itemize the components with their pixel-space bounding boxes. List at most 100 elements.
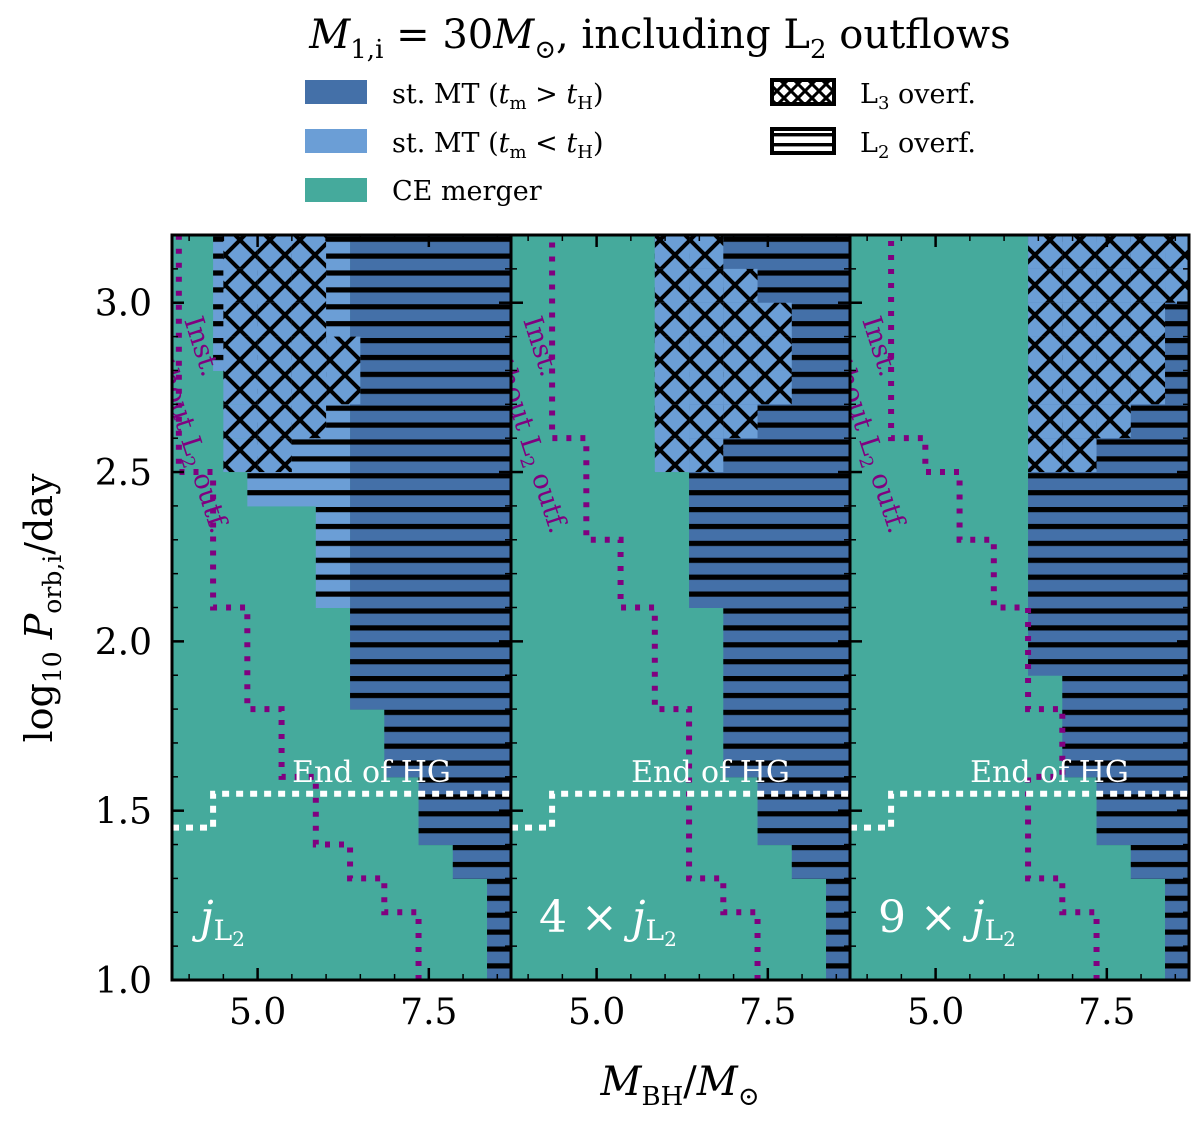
l2-hatch-cell bbox=[723, 675, 850, 710]
l3-hatch-cell bbox=[723, 302, 758, 337]
legend-label-l3: L3 overf. bbox=[860, 79, 976, 114]
l3-hatch-cell bbox=[1028, 268, 1063, 303]
l3-hatch-cell bbox=[654, 302, 690, 337]
x-tick-label: 5.0 bbox=[568, 992, 625, 1033]
l3-hatch-cell bbox=[1028, 302, 1063, 337]
l3-hatch-cell bbox=[1062, 268, 1097, 303]
legend-label-l2: L2 overf. bbox=[860, 128, 976, 163]
l3-hatch-cell bbox=[291, 404, 327, 439]
l3-hatch-cell bbox=[1096, 302, 1131, 337]
l2-hatch-cell bbox=[247, 472, 511, 507]
l2-hatch-cell bbox=[1028, 539, 1189, 575]
l3-hatch-cell bbox=[1130, 336, 1166, 371]
l2-hatch-cell bbox=[689, 573, 850, 608]
instability-contour bbox=[175, 235, 422, 980]
l3-hatch-cell bbox=[257, 438, 292, 473]
l3-hatch-cell bbox=[654, 235, 690, 269]
l2-hatch-cell bbox=[384, 709, 511, 744]
l3-hatch-cell bbox=[1096, 370, 1131, 405]
instability-contour bbox=[888, 235, 1100, 980]
l2-hatch-cell bbox=[1062, 742, 1189, 778]
l3-hatch-cell bbox=[723, 370, 758, 405]
y-tick-label: 3.0 bbox=[95, 284, 152, 325]
l3-hatch-cell bbox=[689, 268, 724, 303]
l2-hatch-cell bbox=[487, 878, 511, 913]
l3-hatch-cell bbox=[257, 235, 292, 269]
l3-hatch-cell bbox=[1165, 268, 1189, 303]
l3-hatch-cell bbox=[326, 336, 361, 371]
l2-hatch-cell bbox=[791, 844, 850, 879]
l3-hatch-cell bbox=[689, 370, 724, 405]
l3-hatch-cell bbox=[1062, 302, 1097, 337]
l3-hatch-cell bbox=[689, 302, 724, 337]
l3-hatch-cell bbox=[1165, 235, 1189, 269]
l3-hatch-cell bbox=[1062, 235, 1097, 269]
l3-hatch-cell bbox=[1130, 235, 1166, 269]
x-tick-label: 5.0 bbox=[229, 992, 286, 1033]
l2-hatch-cell bbox=[826, 912, 850, 947]
l3-hatch-cell bbox=[1130, 302, 1166, 337]
l3-hatch-cell bbox=[291, 268, 327, 303]
l2-hatch-cell bbox=[1165, 878, 1189, 913]
l2-hatch-cell bbox=[723, 709, 850, 744]
l3-hatch-cell bbox=[1062, 336, 1097, 371]
l2-hatch-cell bbox=[1062, 675, 1189, 710]
l3-hatch-cell bbox=[723, 404, 758, 439]
l2-hatch-cell bbox=[315, 539, 511, 575]
legend-swatch-stable-short bbox=[305, 129, 367, 153]
l3-hatch-cell bbox=[1096, 235, 1131, 269]
l3-hatch-cell bbox=[689, 438, 724, 473]
l2-hatch-cell bbox=[1165, 912, 1189, 947]
end-of-hg-label: End of HG bbox=[292, 755, 451, 790]
l3-hatch-cell bbox=[1096, 336, 1131, 371]
l3-hatch-cell bbox=[757, 336, 792, 371]
l2-hatch-cell bbox=[723, 742, 850, 778]
l2-hatch-cell bbox=[1028, 641, 1189, 676]
l2-hatch-cell bbox=[723, 607, 850, 642]
l3-hatch-cell bbox=[689, 336, 724, 371]
l3-hatch-cell bbox=[1028, 404, 1063, 439]
legend-label-stable-short: st. MT (tm < tH) bbox=[392, 128, 604, 163]
l3-hatch-cell bbox=[654, 438, 690, 473]
x-tick-label: 7.5 bbox=[400, 992, 457, 1033]
l3-hatch-cell bbox=[223, 404, 258, 439]
l2-hatch-cell bbox=[350, 641, 511, 676]
l3-hatch-cell bbox=[1130, 268, 1166, 303]
l3-hatch-cell bbox=[723, 268, 758, 303]
legend-swatch-stable-long bbox=[305, 80, 367, 104]
l2-hatch-cell bbox=[315, 573, 511, 608]
l3-hatch-cell bbox=[291, 302, 327, 337]
l3-hatch-cell bbox=[223, 268, 258, 303]
l2-hatch-cell bbox=[689, 505, 850, 541]
end-of-hg-line bbox=[172, 790, 511, 831]
l3-hatch-cell bbox=[257, 336, 292, 371]
l2-hatch-cell bbox=[452, 844, 511, 879]
j-factor-label: 4 × jL2 bbox=[539, 892, 677, 951]
legend-swatch-ce bbox=[305, 178, 367, 202]
l2-hatch-cell bbox=[826, 878, 850, 913]
legend-label-stable-long: st. MT (tm > tH) bbox=[392, 79, 604, 114]
l2-hatch-cell bbox=[757, 810, 850, 846]
l2-hatch-cell bbox=[723, 641, 850, 676]
l3-hatch-cell bbox=[223, 438, 258, 473]
l3-hatch-cell bbox=[757, 370, 792, 405]
l3-hatch-cell bbox=[291, 235, 327, 269]
l2-hatch-cell bbox=[826, 946, 850, 980]
chart-title: M1,i = 30M⊙, including L2 outflows bbox=[308, 12, 1010, 65]
end-of-hg-line bbox=[511, 790, 850, 831]
l2-hatch-cell bbox=[1028, 505, 1189, 541]
l3-hatch-cell bbox=[223, 302, 258, 337]
l2-hatch-cell bbox=[418, 810, 511, 846]
l3-hatch-cell bbox=[257, 302, 292, 337]
l3-hatch-cell bbox=[1096, 404, 1131, 439]
l3-hatch-cell bbox=[1062, 438, 1097, 473]
l2-hatch-cell bbox=[1028, 607, 1189, 642]
l3-hatch-cell bbox=[257, 268, 292, 303]
l3-hatch-cell bbox=[723, 336, 758, 371]
instability-contour bbox=[549, 235, 761, 980]
y-axis-label: log10 Porb,i/day bbox=[17, 473, 67, 743]
end-of-hg-label: End of HG bbox=[631, 755, 790, 790]
